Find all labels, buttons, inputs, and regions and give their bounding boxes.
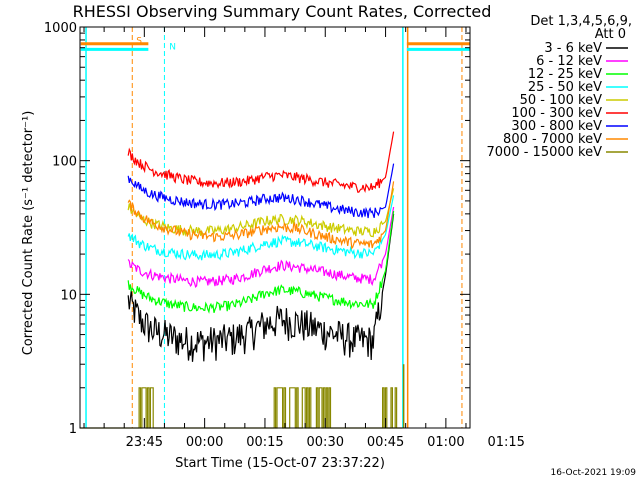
x-tick-label: 00:15 (246, 435, 283, 450)
x-tick-label: 00:00 (186, 435, 223, 450)
legend-header-line2: Att 0 (595, 27, 626, 42)
x-tick-label: 23:45 (126, 435, 163, 450)
legend-label: 50 - 100 keV (520, 93, 603, 108)
series-line-4 (127, 188, 395, 238)
x-tick-label: 01:15 (487, 435, 524, 450)
series-line-3 (127, 195, 395, 261)
y-tick-label: 1 (69, 422, 77, 437)
legend-label: 25 - 50 keV (528, 80, 602, 95)
series-line-2 (127, 210, 395, 314)
y-tick-label: 1000 (44, 21, 77, 36)
x-tick-label: 00:45 (367, 435, 404, 450)
legend-label: 100 - 300 keV (511, 106, 602, 121)
plot-frame (79, 26, 471, 429)
x-axis-label: Start Time (15-Oct-07 23:37:22) (175, 456, 385, 471)
series-line-6 (127, 163, 395, 219)
series-line-0 (127, 213, 395, 362)
y-axis-label: Corrected Count Rate (s⁻¹ detector⁻¹) (21, 111, 36, 356)
legend-label: 800 - 7000 keV (503, 132, 602, 147)
legend-label: 12 - 25 keV (528, 67, 602, 82)
flag-label-n: N (169, 42, 176, 52)
y-tick-label: 100 (52, 155, 77, 170)
series-line-5 (127, 131, 395, 193)
legend-label: 6 - 12 keV (536, 54, 602, 69)
timestamp: 16-Oct-2021 19:09 (551, 468, 637, 478)
series-line-1 (127, 206, 395, 288)
legend-label: 3 - 6 keV (544, 41, 602, 56)
series-line-7000-15000 (80, 387, 403, 429)
x-tick-label: 01:00 (427, 435, 464, 450)
series-line-7 (127, 181, 395, 250)
flag-label-s: S (136, 37, 142, 47)
chart-title: RHESSI Observing Summary Count Rates, Co… (73, 2, 492, 21)
legend-label: 300 - 800 keV (511, 119, 602, 134)
y-tick-label: 10 (60, 288, 77, 303)
x-tick-label: 00:30 (307, 435, 344, 450)
legend-label: 7000 - 15000 keV (487, 145, 603, 160)
legend-header-line1: Det 1,3,4,5,6,9, (530, 14, 632, 29)
